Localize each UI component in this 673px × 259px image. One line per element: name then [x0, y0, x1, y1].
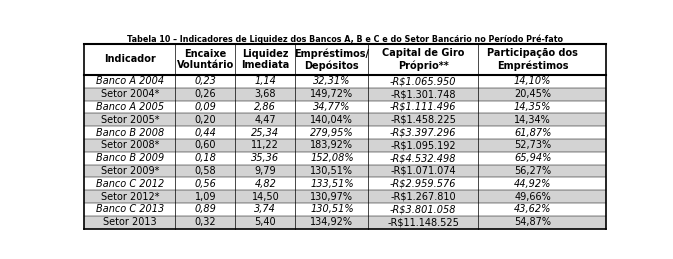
Text: 3,74: 3,74 — [254, 204, 277, 214]
Text: -R$1.095.192: -R$1.095.192 — [390, 140, 456, 150]
Text: Banco A 2004: Banco A 2004 — [96, 76, 164, 86]
Text: 0,89: 0,89 — [194, 204, 216, 214]
Text: 20,45%: 20,45% — [514, 89, 551, 99]
Text: Setor 2005*: Setor 2005* — [100, 115, 159, 125]
Text: 32,31%: 32,31% — [313, 76, 351, 86]
Text: -R$1.065.950: -R$1.065.950 — [390, 76, 456, 86]
Text: Banco B 2008: Banco B 2008 — [96, 127, 164, 138]
Text: 0,26: 0,26 — [194, 89, 216, 99]
Text: 4,47: 4,47 — [254, 115, 276, 125]
Text: Setor 2008*: Setor 2008* — [100, 140, 159, 150]
Text: -R$11.148.525: -R$11.148.525 — [387, 217, 459, 227]
Text: 56,27%: 56,27% — [514, 166, 551, 176]
Bar — [84, 88, 606, 100]
Text: 0,56: 0,56 — [194, 179, 216, 189]
Bar — [84, 113, 606, 126]
Text: Indicador: Indicador — [104, 54, 155, 64]
Bar — [84, 164, 606, 177]
Text: -R$4.532.498: -R$4.532.498 — [390, 153, 456, 163]
Text: 0,58: 0,58 — [194, 166, 216, 176]
Text: 140,04%: 140,04% — [310, 115, 353, 125]
Text: -R$1.071.074: -R$1.071.074 — [390, 166, 456, 176]
Text: Liquidez
Imediata: Liquidez Imediata — [241, 49, 289, 70]
Text: 0,32: 0,32 — [194, 217, 216, 227]
Bar — [84, 190, 606, 203]
Text: 5,40: 5,40 — [254, 217, 276, 227]
Text: 4,82: 4,82 — [254, 179, 277, 189]
Text: 134,92%: 134,92% — [310, 217, 353, 227]
Text: Empréstimos/
Depósitos: Empréstimos/ Depósitos — [294, 48, 369, 71]
Text: 14,10%: 14,10% — [514, 76, 551, 86]
Text: 14,50: 14,50 — [252, 191, 279, 202]
Text: Participação dos
Empréstimos: Participação dos Empréstimos — [487, 48, 578, 71]
Text: Setor 2012*: Setor 2012* — [100, 191, 159, 202]
Text: 65,94%: 65,94% — [514, 153, 551, 163]
Text: -R$1.301.748: -R$1.301.748 — [390, 89, 456, 99]
Text: 14,35%: 14,35% — [514, 102, 551, 112]
Text: 52,73%: 52,73% — [514, 140, 551, 150]
Text: 183,92%: 183,92% — [310, 140, 353, 150]
Bar — [84, 139, 606, 152]
Text: 61,87%: 61,87% — [514, 127, 551, 138]
Text: 0,18: 0,18 — [194, 153, 216, 163]
Text: 43,62%: 43,62% — [514, 204, 551, 214]
Text: 11,22: 11,22 — [252, 140, 279, 150]
Text: 0,60: 0,60 — [194, 140, 216, 150]
Text: Encaixe
Voluntário: Encaixe Voluntário — [177, 49, 234, 70]
Text: 54,87%: 54,87% — [514, 217, 551, 227]
Text: 14,34%: 14,34% — [514, 115, 551, 125]
Text: Banco C 2013: Banco C 2013 — [96, 204, 164, 214]
Text: 0,09: 0,09 — [194, 102, 216, 112]
Text: Tabela 10 – Indicadores de Liquidez dos Bancos A, B e C e do Setor Bancário no P: Tabela 10 – Indicadores de Liquidez dos … — [127, 34, 563, 44]
Text: 130,51%: 130,51% — [310, 204, 354, 214]
Text: Banco C 2012: Banco C 2012 — [96, 179, 164, 189]
Text: 34,77%: 34,77% — [313, 102, 351, 112]
Bar — [84, 216, 606, 228]
Text: Banco A 2005: Banco A 2005 — [96, 102, 164, 112]
Text: 49,66%: 49,66% — [514, 191, 551, 202]
Text: 25,34: 25,34 — [251, 127, 279, 138]
Text: 130,97%: 130,97% — [310, 191, 353, 202]
Text: 2,86: 2,86 — [254, 102, 277, 112]
Text: -R$1.458.225: -R$1.458.225 — [390, 115, 456, 125]
Text: 1,14: 1,14 — [254, 76, 277, 86]
Text: 44,92%: 44,92% — [514, 179, 551, 189]
Text: Capital de Giro
Próprio**: Capital de Giro Próprio** — [382, 48, 464, 71]
Text: -R$1.111.496: -R$1.111.496 — [390, 102, 456, 112]
Text: -R$2.959.576: -R$2.959.576 — [390, 179, 456, 189]
Text: Banco B 2009: Banco B 2009 — [96, 153, 164, 163]
Text: 149,72%: 149,72% — [310, 89, 353, 99]
Text: 1,09: 1,09 — [194, 191, 216, 202]
Text: 152,08%: 152,08% — [310, 153, 354, 163]
Text: 35,36: 35,36 — [251, 153, 279, 163]
Text: Setor 2013: Setor 2013 — [103, 217, 157, 227]
Text: 0,44: 0,44 — [194, 127, 216, 138]
Text: -R$3.801.058: -R$3.801.058 — [390, 204, 456, 214]
Text: 9,79: 9,79 — [254, 166, 276, 176]
Text: Setor 2009*: Setor 2009* — [100, 166, 159, 176]
Text: 279,95%: 279,95% — [310, 127, 354, 138]
Text: 3,68: 3,68 — [254, 89, 276, 99]
Text: Setor 2004*: Setor 2004* — [100, 89, 159, 99]
Text: 0,23: 0,23 — [194, 76, 216, 86]
Text: -R$1.267.810: -R$1.267.810 — [390, 191, 456, 202]
Text: 0,20: 0,20 — [194, 115, 216, 125]
Text: -R$3.397.296: -R$3.397.296 — [390, 127, 456, 138]
Text: 130,51%: 130,51% — [310, 166, 353, 176]
Text: 133,51%: 133,51% — [310, 179, 354, 189]
